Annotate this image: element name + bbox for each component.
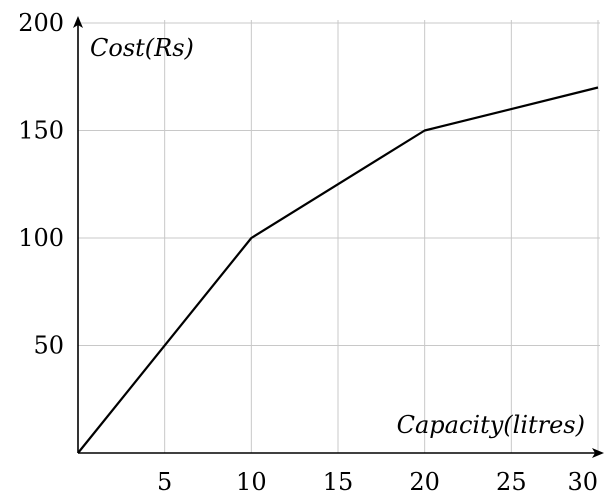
y-tick-labels: 50 100 150 200 (18, 9, 64, 360)
y-axis-label: Cost(Rs) (90, 34, 194, 62)
series-line (77, 86, 599, 454)
y-tick-label: 150 (18, 117, 64, 145)
y-tick-label: 50 (33, 332, 64, 360)
x-tick-label: 20 (409, 468, 440, 496)
axes (73, 16, 604, 458)
grid (78, 20, 600, 453)
x-axis-label: Capacity(litres) (397, 411, 585, 439)
x-tick-labels: 5 10 15 20 25 30 (157, 468, 598, 496)
series-layer (77, 86, 599, 454)
x-axis-arrowhead (592, 448, 604, 458)
x-tick-label: 10 (236, 468, 267, 496)
y-tick-label: 100 (18, 224, 64, 252)
x-tick-label: 15 (323, 468, 354, 496)
x-tick-label: 5 (157, 468, 172, 496)
y-axis-arrowhead (73, 16, 83, 28)
y-tick-label: 200 (18, 9, 64, 37)
x-tick-label: 25 (496, 468, 527, 496)
x-tick-label: 30 (567, 468, 598, 496)
